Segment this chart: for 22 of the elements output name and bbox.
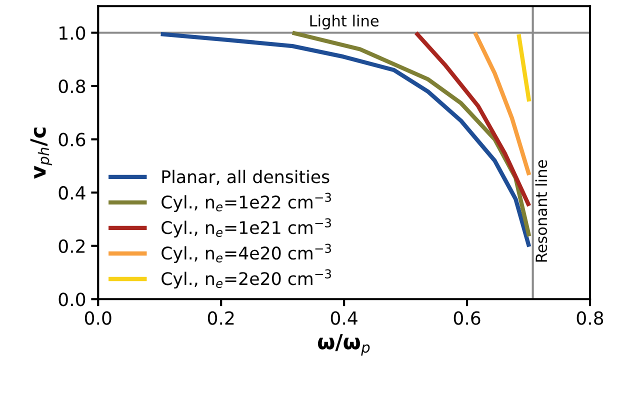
legend-label: Cyl., n$_{e}$=2e20 cm$^{−3}$ bbox=[162, 269, 331, 289]
y-tick-label: 0.2 bbox=[58, 239, 85, 253]
y-tick-label: 0.0 bbox=[58, 292, 86, 306]
legend-label: Cyl., n$_{e}$=4e20 cm$^{−3}$ bbox=[162, 244, 331, 264]
ref-line-label: Resonant line bbox=[535, 160, 548, 262]
x-tick-label: 0.6 bbox=[454, 311, 480, 325]
line-series bbox=[414, 30, 532, 208]
y-tick-label: 0.8 bbox=[58, 79, 86, 94]
y-tick-label: 1.0 bbox=[60, 26, 86, 40]
y-axis-title: v$_{ph}$/c bbox=[30, 128, 52, 179]
legend-label: Cyl., n$_{e}$=1e21 cm$^{−3}$ bbox=[162, 218, 331, 238]
x-tick-label: 0.8 bbox=[576, 311, 604, 325]
legend-label: Planar, all densities bbox=[162, 170, 330, 186]
x-tick-label: 0.0 bbox=[84, 311, 112, 325]
legend-label: Cyl., n$_{e}$=1e22 cm$^{−3}$ bbox=[162, 192, 331, 212]
y-tick-label: 0.4 bbox=[58, 186, 86, 200]
ref-line-label: Light line bbox=[310, 14, 379, 30]
y-tick-label: 0.6 bbox=[58, 132, 86, 146]
x-tick-label: 0.4 bbox=[330, 311, 358, 325]
x-tick-label: 0.2 bbox=[208, 311, 234, 325]
x-axis-title: ω/ω$_{p}$ bbox=[318, 334, 370, 356]
line-series bbox=[472, 30, 532, 178]
